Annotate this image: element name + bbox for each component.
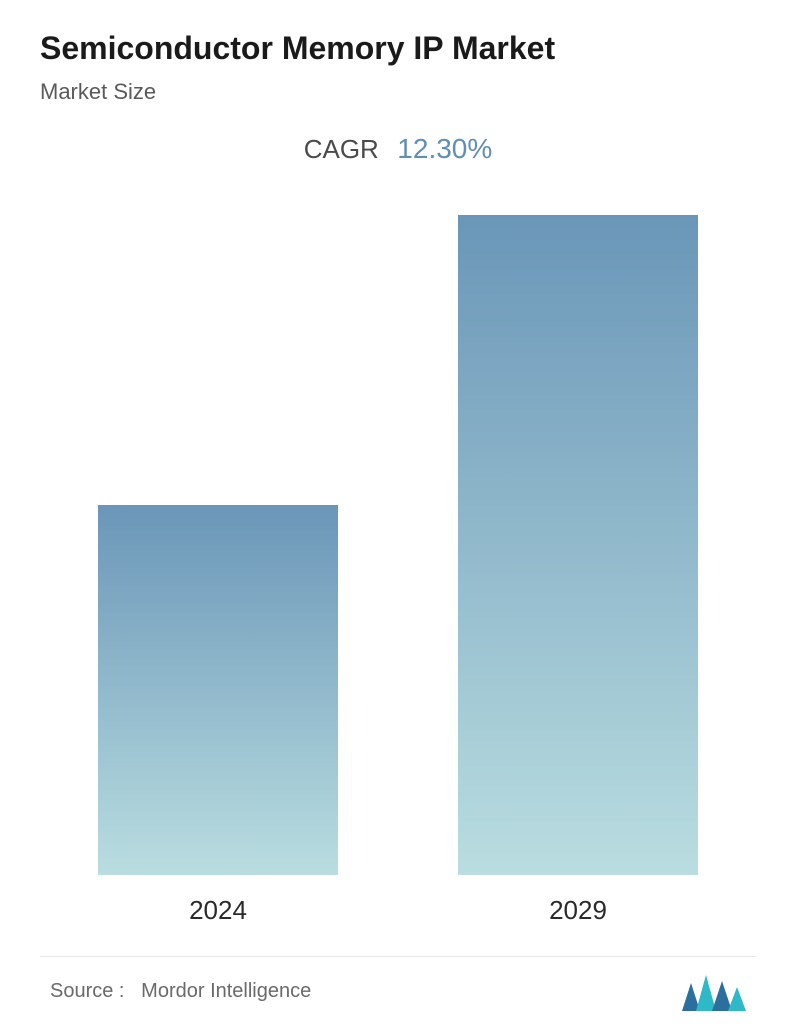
brand-logo-icon xyxy=(682,971,746,1011)
bar xyxy=(458,215,698,875)
chart-title: Semiconductor Memory IP Market xyxy=(40,30,756,67)
cagr-label: CAGR xyxy=(304,134,379,164)
source-label: Source : xyxy=(50,980,124,1002)
bar-label: 2024 xyxy=(189,895,247,926)
bar xyxy=(98,505,338,875)
chart-area: 2024 2029 xyxy=(40,215,756,946)
bar-group: 2029 xyxy=(458,215,698,926)
bar-label: 2029 xyxy=(549,895,607,926)
cagr-row: CAGR 12.30% xyxy=(40,133,756,165)
chart-container: Semiconductor Memory IP Market Market Si… xyxy=(0,0,796,1034)
source-name: Mordor Intelligence xyxy=(141,980,311,1002)
cagr-value: 12.30% xyxy=(397,133,492,164)
bar-group: 2024 xyxy=(98,505,338,926)
chart-subtitle: Market Size xyxy=(40,79,756,105)
footer: Source : Mordor Intelligence xyxy=(40,956,756,1017)
source-text: Source : Mordor Intelligence xyxy=(50,980,311,1003)
